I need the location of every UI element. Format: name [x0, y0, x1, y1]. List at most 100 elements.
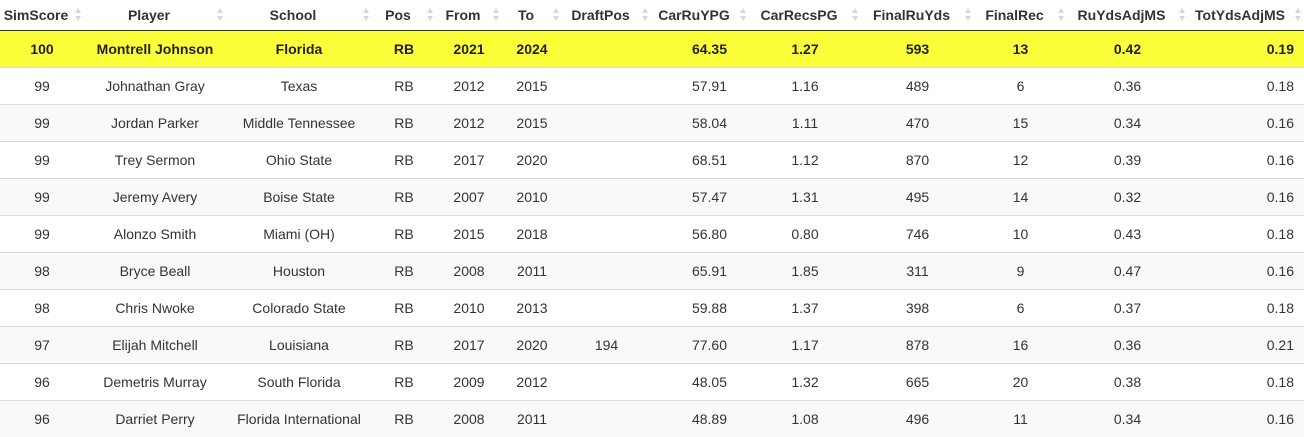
cell-school: Houston [226, 251, 372, 289]
cell-pos: RB [372, 177, 436, 215]
cell-finalrec: 13 [974, 29, 1067, 67]
column-header-finalruyds[interactable]: FinalRuYds [861, 0, 974, 31]
sort-icon[interactable] [965, 8, 971, 22]
cell-carrecspg: 1.27 [749, 29, 861, 67]
cell-school: South Florida [226, 362, 372, 400]
sort-icon[interactable] [75, 8, 81, 22]
sort-icon[interactable] [1179, 8, 1185, 22]
cell-simscore: 99 [0, 177, 84, 215]
cell-finalrec: 15 [974, 103, 1067, 141]
column-header-to[interactable]: To [502, 0, 562, 31]
column-header-label: FinalRuYds [872, 6, 950, 23]
column-header-from[interactable]: From [436, 0, 502, 31]
cell-carrecspg: 1.17 [749, 325, 861, 363]
sort-icon[interactable] [493, 8, 499, 22]
cell-to: 2010 [502, 177, 562, 215]
table-row[interactable]: 100 Montrell Johnson Florida RB 2021 2024 64.3… [0, 29, 1304, 67]
cell-carruypg: 48.89 [651, 399, 749, 437]
cell-to: 2015 [502, 66, 562, 104]
cell-draftpos [562, 214, 651, 252]
cell-finalruyds: 878 [861, 325, 974, 363]
column-header-label: Player [127, 6, 171, 23]
sort-icon[interactable] [363, 8, 369, 22]
cell-carruypg: 77.60 [651, 325, 749, 363]
cell-finalruyds: 489 [861, 66, 974, 104]
cell-finalrec: 6 [974, 66, 1067, 104]
cell-draftpos [562, 251, 651, 289]
column-header-carrecspg[interactable]: CarRecsPG [749, 0, 861, 31]
cell-school: Florida [226, 29, 372, 67]
sort-icon[interactable] [553, 8, 559, 22]
cell-carrecspg: 1.32 [749, 362, 861, 400]
cell-ruydsadjms: 0.34 [1067, 103, 1188, 141]
cell-draftpos [562, 362, 651, 400]
cell-totydsadjms: 0.16 [1188, 251, 1304, 289]
column-header-pos[interactable]: Pos [372, 0, 436, 31]
cell-draftpos [562, 177, 651, 215]
column-header-carruypg[interactable]: CarRuYPG [651, 0, 749, 31]
cell-player: Darriet Perry [84, 399, 226, 437]
sort-icon[interactable] [1058, 8, 1064, 22]
cell-pos: RB [372, 103, 436, 141]
cell-finalruyds: 311 [861, 251, 974, 289]
table-row[interactable]: 98 Bryce Beall Houston RB 2008 2011 65.91 1.85 3… [0, 251, 1304, 289]
table-row[interactable]: 96 Demetris Murray South Florida RB 2009 2012… [0, 362, 1304, 400]
cell-finalruyds: 398 [861, 288, 974, 326]
column-header-simscore[interactable]: SimScore [0, 0, 84, 31]
cell-from: 2010 [436, 288, 502, 326]
cell-carruypg: 68.51 [651, 140, 749, 178]
cell-finalruyds: 495 [861, 177, 974, 215]
sort-icon[interactable] [217, 8, 223, 22]
cell-from: 2012 [436, 66, 502, 104]
cell-to: 2020 [502, 325, 562, 363]
cell-from: 2012 [436, 103, 502, 141]
column-header-school[interactable]: School [226, 0, 372, 31]
column-header-ruydsadjms[interactable]: RuYdsAdjMS [1067, 0, 1188, 31]
column-header-finalrec[interactable]: FinalRec [974, 0, 1067, 31]
cell-to: 2011 [502, 399, 562, 437]
cell-draftpos [562, 29, 651, 67]
cell-carrecspg: 1.12 [749, 140, 861, 178]
cell-to: 2018 [502, 214, 562, 252]
cell-finalrec: 20 [974, 362, 1067, 400]
column-header-player[interactable]: Player [84, 0, 226, 31]
column-header-label: DraftPos [571, 6, 630, 23]
cell-draftpos [562, 140, 651, 178]
cell-finalruyds: 665 [861, 362, 974, 400]
column-header-draftpos[interactable]: DraftPos [562, 0, 651, 31]
cell-carruypg: 48.05 [651, 362, 749, 400]
table-row[interactable]: 99 Trey Sermon Ohio State RB 2017 2020 68.51 1.… [0, 140, 1304, 178]
column-header-label: SimScore [3, 6, 69, 23]
cell-to: 2024 [502, 29, 562, 67]
column-header-label: FinalRec [985, 6, 1044, 23]
table-row[interactable]: 98 Chris Nwoke Colorado State RB 2010 2013 59.… [0, 288, 1304, 326]
sort-icon[interactable] [1295, 8, 1301, 22]
sort-icon[interactable] [642, 8, 648, 22]
column-header-totydsadjms[interactable]: TotYdsAdjMS [1188, 0, 1304, 31]
cell-finalrec: 11 [974, 399, 1067, 437]
table-row[interactable]: 99 Jeremy Avery Boise State RB 2007 2010 57.47… [0, 177, 1304, 215]
table-body: 100 Montrell Johnson Florida RB 2021 2024 64.3… [0, 29, 1304, 437]
sort-icon[interactable] [852, 8, 858, 22]
table-row[interactable]: 99 Alonzo Smith Miami (OH) RB 2015 2018 56.80 0… [0, 214, 1304, 252]
cell-ruydsadjms: 0.37 [1067, 288, 1188, 326]
cell-to: 2020 [502, 140, 562, 178]
cell-pos: RB [372, 251, 436, 289]
cell-school: Texas [226, 66, 372, 104]
cell-ruydsadjms: 0.39 [1067, 140, 1188, 178]
cell-school: Florida International [226, 399, 372, 437]
table-row[interactable]: 96 Darriet Perry Florida International RB 20… [0, 399, 1304, 437]
cell-pos: RB [372, 288, 436, 326]
cell-pos: RB [372, 362, 436, 400]
table-row[interactable]: 97 Elijah Mitchell Louisiana RB 2017 2020 194 7… [0, 325, 1304, 363]
cell-from: 2007 [436, 177, 502, 215]
cell-player: Demetris Murray [84, 362, 226, 400]
cell-player: Trey Sermon [84, 140, 226, 178]
table-row[interactable]: 99 Johnathan Gray Texas RB 2012 2015 57.91 1.16… [0, 66, 1304, 104]
sort-icon[interactable] [740, 8, 746, 22]
cell-from: 2008 [436, 251, 502, 289]
sort-icon[interactable] [427, 8, 433, 22]
table-row[interactable]: 99 Jordan Parker Middle Tennessee RB 2012 201… [0, 103, 1304, 141]
column-header-label: To [517, 6, 535, 23]
